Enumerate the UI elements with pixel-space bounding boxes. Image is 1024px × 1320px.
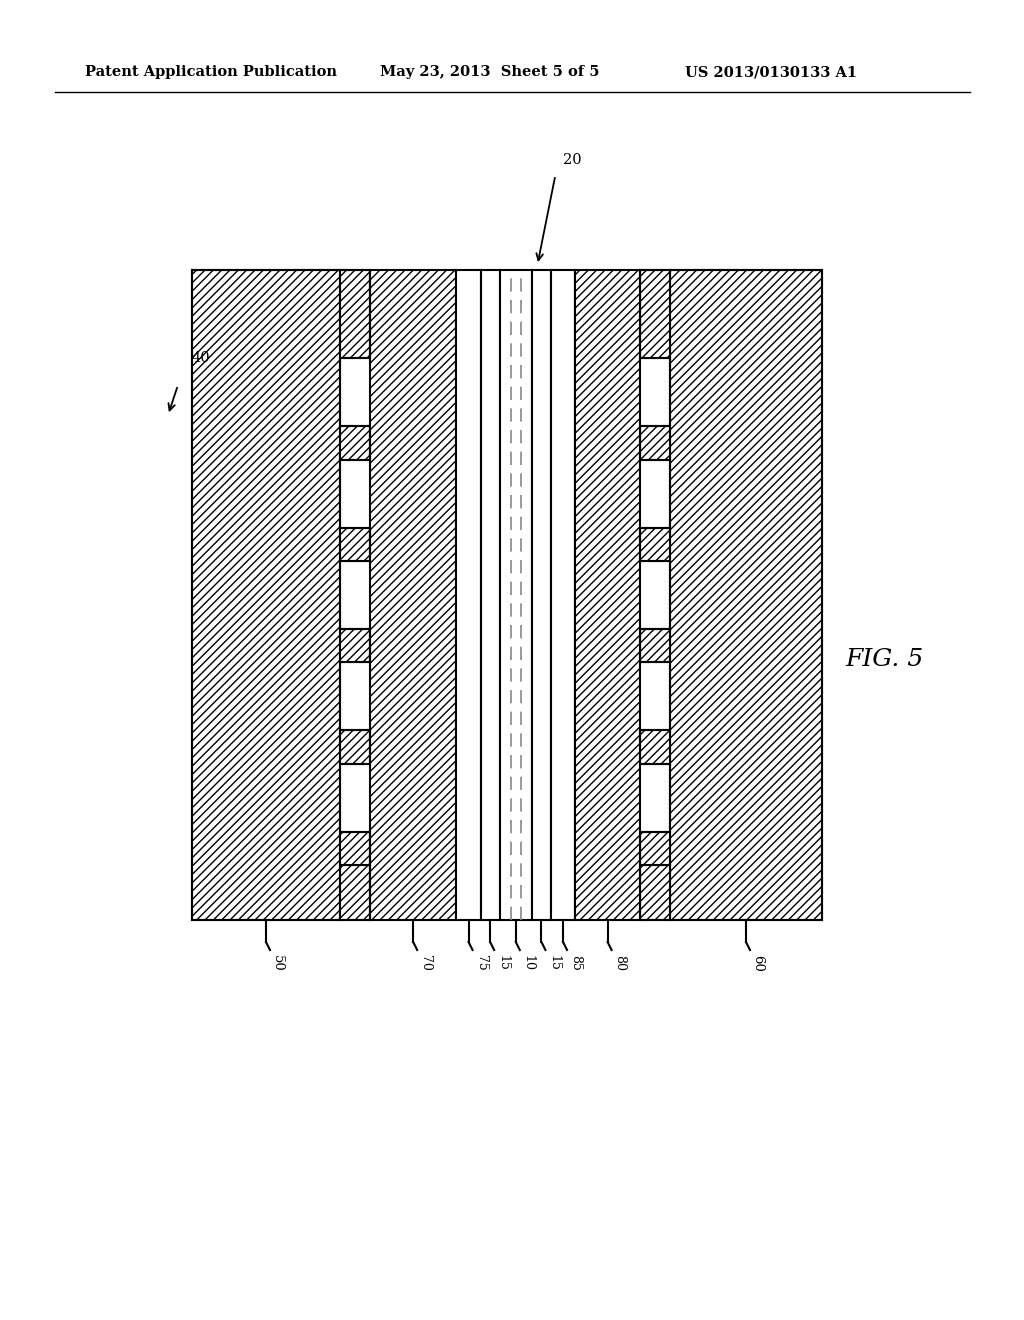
Bar [575,271,640,920]
Text: 40: 40 [191,351,210,366]
Text: US 2013/0130133 A1: US 2013/0130133 A1 [685,65,857,79]
Text: 75: 75 [474,954,487,970]
Text: 20: 20 [563,153,582,168]
Text: Patent Application Publication: Patent Application Publication [85,65,337,79]
Bar [640,426,670,459]
Bar [640,832,670,865]
Bar [340,832,370,865]
Bar [340,528,370,561]
Bar [340,271,370,358]
Bar [340,426,370,459]
Text: 50: 50 [271,954,284,972]
Bar [457,271,480,920]
Bar [640,730,670,764]
Bar [640,271,670,358]
Bar [340,630,370,663]
Bar [640,528,670,561]
Text: 70: 70 [419,954,432,972]
Text: May 23, 2013  Sheet 5 of 5: May 23, 2013 Sheet 5 of 5 [380,65,599,79]
Bar [500,271,532,920]
Bar [370,271,457,920]
Text: 15: 15 [548,954,560,972]
Bar [340,865,370,920]
Bar [551,271,575,920]
Text: FIG. 5: FIG. 5 [845,648,924,672]
Text: 10: 10 [522,954,535,972]
Bar [340,730,370,764]
Text: 15: 15 [497,954,509,972]
Bar [640,865,670,920]
Bar [532,271,551,920]
Bar [670,271,822,920]
Text: 85: 85 [569,954,582,972]
Bar [640,630,670,663]
Bar [480,271,500,920]
Bar [193,271,340,920]
Text: 80: 80 [613,954,627,972]
Text: 60: 60 [751,954,764,972]
